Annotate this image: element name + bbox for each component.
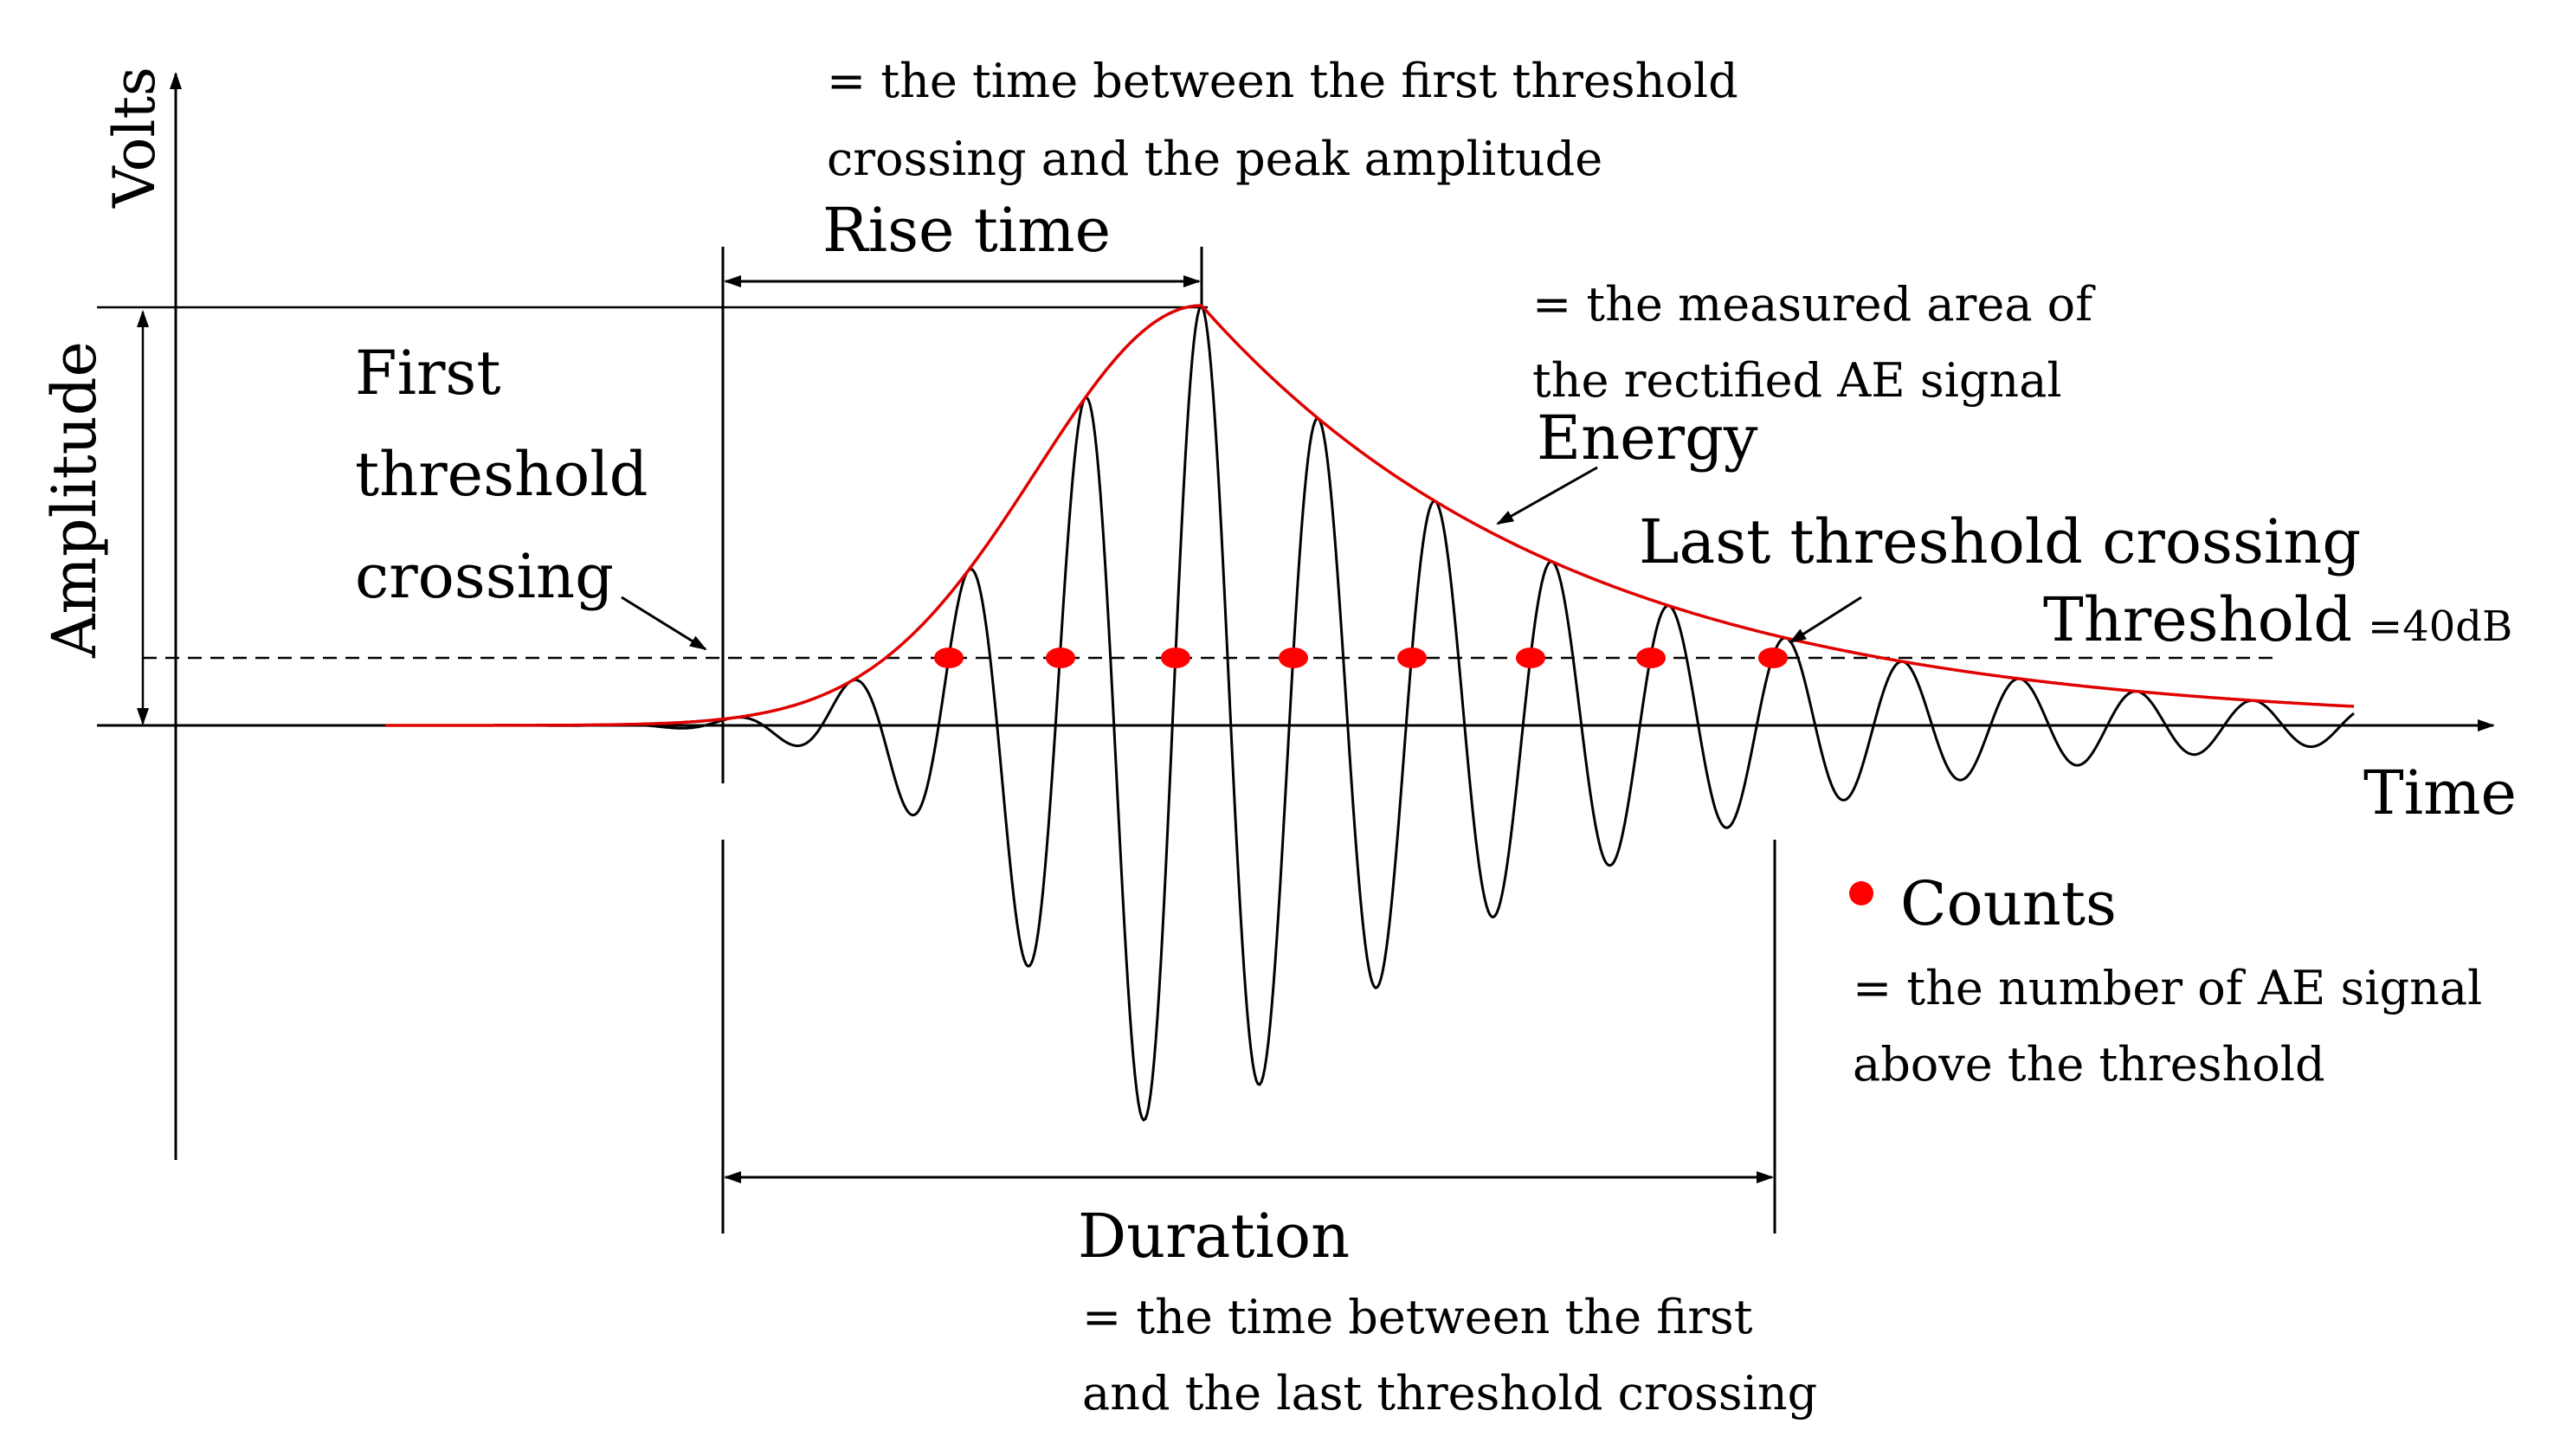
first-crossing-pointer [621, 596, 707, 651]
rise-time-label: Rise time [822, 195, 1111, 266]
counts-definition-line1: = the number of AE signal [1853, 961, 2482, 1015]
energy-label: Energy [1537, 403, 1758, 474]
time-label: Time [2363, 757, 2517, 828]
counts-legend-marker [1849, 881, 1873, 905]
count-marker [934, 647, 964, 668]
count-marker [1161, 647, 1190, 668]
energy-pointer [1496, 466, 1598, 525]
signal-envelope [385, 304, 2355, 727]
count-marker [1758, 647, 1788, 668]
energy-definition-line2: the rectified AE signal [1532, 353, 2062, 408]
count-marker [1516, 647, 1545, 668]
threshold-label: Threshold [2043, 584, 2352, 655]
count-marker [1397, 647, 1427, 668]
count-marker [1046, 647, 1075, 668]
counts-label: Counts [1900, 868, 2117, 939]
duration-label: Duration [1078, 1201, 1350, 1272]
rise-time-definition-line1: = the time between the first threshold [827, 54, 1738, 108]
first-crossing-label-line2: threshold [355, 439, 648, 510]
last-crossing-label: Last threshold crossing [1639, 506, 2361, 577]
volts-label: Volts [101, 67, 168, 209]
amplitude-label: Amplitude [39, 341, 110, 659]
ae-signal-waveform [385, 304, 2355, 1122]
threshold-level-label: =40dB [2368, 602, 2512, 651]
energy-definition-line1: = the measured area of [1532, 277, 2096, 332]
duration-definition-line1: = the time between the first [1082, 1290, 1753, 1344]
count-markers [934, 647, 1788, 668]
counts-definition-line2: above the threshold [1853, 1037, 2325, 1092]
last-crossing-pointer [1789, 596, 1862, 644]
count-marker [1636, 647, 1666, 668]
first-crossing-label-line3: crossing [355, 541, 614, 612]
first-crossing-label-line1: First [355, 338, 500, 409]
rise-time-definition-line2: crossing and the peak amplitude [827, 132, 1602, 186]
count-marker [1279, 647, 1308, 668]
duration-definition-line2: and the last threshold crossing [1082, 1366, 1817, 1421]
